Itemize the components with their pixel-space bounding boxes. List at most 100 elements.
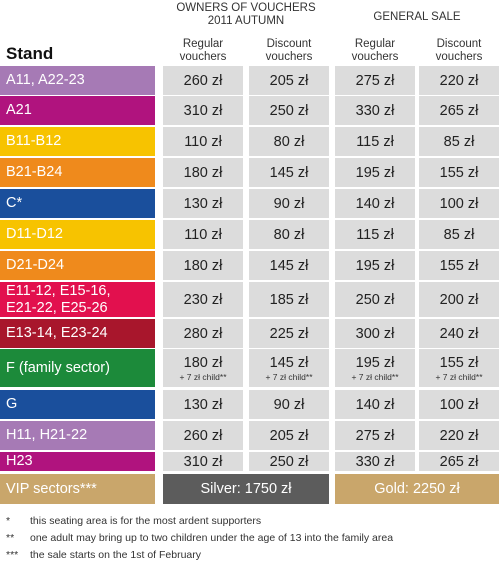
price-cell: 205 zł [249, 66, 329, 95]
price-value: 140 zł [355, 396, 395, 413]
discount-line1: Discount [266, 38, 312, 50]
table-row: E13-14, E23-24 280 zł 225 zł 300 zł 240 zł [0, 319, 500, 348]
price-value: 260 zł [183, 72, 223, 89]
footnote-mark: ** [6, 532, 15, 544]
table-row: F (family sector) 180 zł + 7 zł child** 145… [0, 349, 500, 387]
price-value: 80 zł [273, 133, 305, 150]
price-cell: 225 zł [249, 319, 329, 348]
stand-name: B11-B12 [0, 127, 155, 156]
stand-name: C* [0, 189, 155, 218]
price-value: 145 zł [269, 354, 309, 371]
price-value: 200 zł [439, 291, 479, 308]
price-value: 275 zł [355, 427, 395, 444]
price-cell: 100 zł [419, 189, 499, 218]
price-cell: 195 zł [335, 158, 415, 187]
price-value: 195 zł [355, 354, 395, 371]
price-value: 100 zł [439, 396, 479, 413]
price-value: 155 zł [439, 257, 479, 274]
price-cell: 275 zł [335, 66, 415, 95]
stand-name: H23 [0, 452, 155, 471]
price-cell: 260 zł [163, 421, 243, 450]
stand-name-line: E11-12, E15-16, [6, 282, 111, 299]
price-cell: 330 zł [335, 452, 415, 471]
general-sale-title: GENERAL SALE [373, 11, 461, 23]
price-cell: 275 zł [335, 421, 415, 450]
price-value: 130 zł [183, 195, 223, 212]
price-cell: 180 zł + 7 zł child** [163, 349, 243, 387]
price-value: 145 zł [269, 257, 309, 274]
price-cell: 220 zł [419, 421, 499, 450]
stand-name: H11, H21-22 [0, 421, 155, 450]
price-value: 90 zł [273, 396, 305, 413]
price-value: 140 zł [355, 195, 395, 212]
price-cell: 265 zł [419, 96, 499, 125]
price-value: 110 zł [184, 226, 222, 243]
table-row: D11-D12 110 zł 80 zł 115 zł 85 zł [0, 220, 500, 249]
stand-name: D21-D24 [0, 251, 155, 280]
price-value: 260 zł [183, 427, 223, 444]
price-cell: 200 zł [419, 282, 499, 317]
price-cell: 180 zł [163, 158, 243, 187]
price-cell: 330 zł [335, 96, 415, 125]
owners-group-subtitle: 2011 AUTUMN [207, 15, 285, 27]
table-row: G 130 zł 90 zł 140 zł 100 zł [0, 390, 500, 419]
price-value: 250 zł [269, 102, 309, 119]
price-cell: 90 zł [249, 189, 329, 218]
price-cell: 145 zł [249, 251, 329, 280]
price-cell: 80 zł [249, 127, 329, 156]
price-value: 220 zł [439, 72, 479, 89]
price-cell: 260 zł [163, 66, 243, 95]
price-value: 265 zł [439, 453, 479, 470]
vip-label: VIP sectors*** [0, 474, 155, 504]
price-cell: 110 zł [163, 220, 243, 249]
footnote-mark: *** [6, 549, 19, 561]
discount-vouchers-header-owners: Discount vouchers [249, 38, 329, 64]
child-surcharge-note: + 7 zł child** [351, 371, 399, 382]
table-row: C* 130 zł 90 zł 140 zł 100 zł [0, 189, 500, 218]
price-cell: 155 zł + 7 zł child** [419, 349, 499, 387]
price-cell: 310 zł [163, 452, 243, 471]
price-cell: 250 zł [249, 452, 329, 471]
price-cell: 240 zł [419, 319, 499, 348]
price-value: 110 zł [184, 133, 222, 150]
footnotes: * this seating area is for the most arde… [6, 513, 496, 564]
price-cell: 115 zł [335, 127, 415, 156]
price-cell: 85 zł [419, 220, 499, 249]
price-cell: 90 zł [249, 390, 329, 419]
footnote: *** the sale starts on the 1st of Februa… [6, 547, 496, 564]
price-value: 155 zł [439, 354, 479, 371]
price-value: 195 zł [355, 257, 395, 274]
price-value: 180 zł [183, 164, 223, 181]
stand-name: A11, A22-23 [0, 66, 155, 95]
price-value: 180 zł [183, 257, 223, 274]
price-value: 250 zł [355, 291, 395, 308]
price-cell: 85 zł [419, 127, 499, 156]
stand-name: B21-B24 [0, 158, 155, 187]
price-cell: 220 zł [419, 66, 499, 95]
regular-line2: vouchers [179, 51, 227, 63]
stand-name: F (family sector) [0, 349, 155, 387]
regular-vouchers-header-general: Regular vouchers [335, 38, 415, 64]
price-value: 115 zł [356, 226, 394, 243]
price-cell: 145 zł + 7 zł child** [249, 349, 329, 387]
price-value: 205 zł [269, 72, 309, 89]
stand-name: A21 [0, 96, 155, 125]
footnote-text: this seating area is for the most ardent… [30, 515, 262, 527]
table-row: E11-12, E15-16, E21-22, E25-26 230 zł 185 z… [0, 282, 500, 317]
price-cell: 230 zł [163, 282, 243, 317]
price-cell: 205 zł [249, 421, 329, 450]
price-cell: 180 zł [163, 251, 243, 280]
price-value: 115 zł [356, 133, 394, 150]
price-cell: 185 zł [249, 282, 329, 317]
discount-line2: vouchers [435, 51, 483, 63]
discount-line2: vouchers [265, 51, 313, 63]
price-value: 220 zł [439, 427, 479, 444]
price-value: 180 zł [183, 354, 223, 371]
child-surcharge-note: + 7 zł child** [179, 371, 227, 382]
stand-name: E13-14, E23-24 [0, 319, 155, 348]
regular-line1: Regular [182, 38, 224, 50]
price-value: 230 zł [183, 291, 223, 308]
price-cell: 195 zł [335, 251, 415, 280]
price-value: 205 zł [269, 427, 309, 444]
price-value: 330 zł [355, 102, 395, 119]
